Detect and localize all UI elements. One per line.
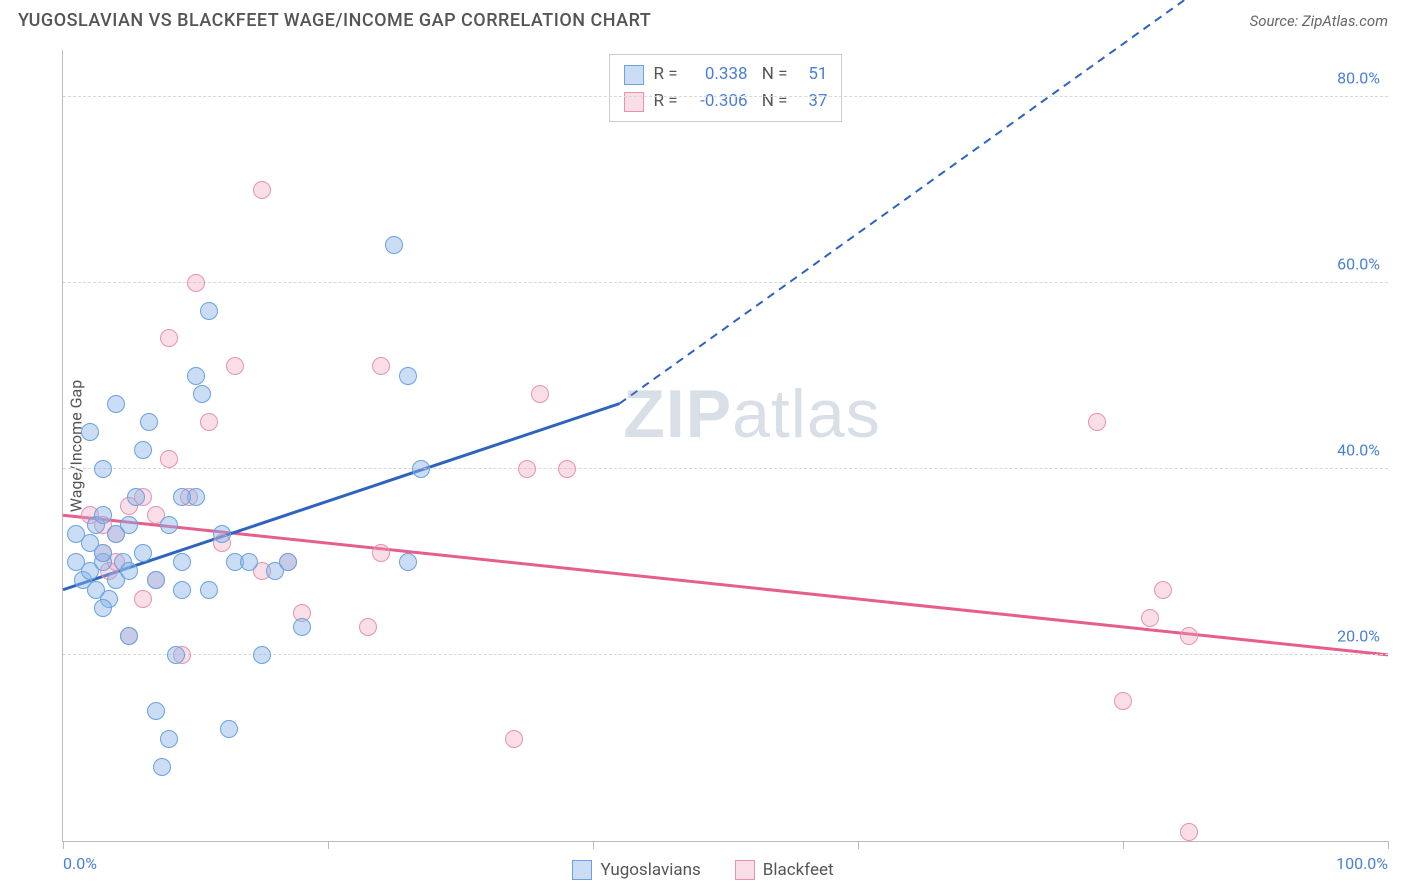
n-value-1: 51 (797, 61, 827, 88)
data-point (253, 646, 271, 664)
data-point (134, 441, 152, 459)
watermark: ZIPatlas (623, 375, 880, 453)
data-point (160, 730, 178, 748)
data-point (200, 413, 218, 431)
data-point (173, 488, 191, 506)
data-point (147, 702, 165, 720)
data-point (279, 553, 297, 571)
data-point (200, 302, 218, 320)
data-point (1114, 692, 1132, 710)
swatch-series1-icon (572, 860, 592, 880)
data-point (140, 413, 158, 431)
data-point (385, 236, 403, 254)
data-point (160, 450, 178, 468)
swatch-series2-icon (735, 860, 755, 880)
data-point (1141, 609, 1159, 627)
data-point (160, 329, 178, 347)
data-point (127, 488, 145, 506)
data-point (107, 395, 125, 413)
data-point (200, 581, 218, 599)
legend-item-series1: Yugoslavians (572, 860, 700, 880)
data-point (399, 553, 417, 571)
x-tick (63, 841, 64, 849)
swatch-series1 (624, 65, 644, 85)
data-point (94, 599, 112, 617)
x-tick (328, 841, 329, 849)
data-point (160, 516, 178, 534)
data-point (1180, 823, 1198, 841)
r-value-2: -0.306 (688, 88, 748, 115)
data-point (372, 357, 390, 375)
source-text: Source: ZipAtlas.com (1250, 12, 1388, 30)
data-point (372, 544, 390, 562)
data-point (412, 460, 430, 478)
data-point (505, 730, 523, 748)
data-point (253, 181, 271, 199)
trend-lines-layer (63, 50, 1388, 841)
r-value-1: 0.338 (688, 61, 748, 88)
y-tick-label: 40.0% (1337, 440, 1380, 459)
legend-item-series2: Blackfeet (735, 860, 834, 880)
data-point (240, 553, 258, 571)
data-point (399, 367, 417, 385)
data-point (81, 423, 99, 441)
x-tick (858, 841, 859, 849)
gridline-h (63, 96, 1388, 97)
chart-area: Wage/Income Gap ZIPatlas R = 0.338 N = 5… (18, 50, 1388, 842)
y-tick-label: 60.0% (1337, 254, 1380, 273)
chart-title: YUGOSLAVIAN VS BLACKFEET WAGE/INCOME GAP… (18, 10, 651, 31)
data-point (173, 553, 191, 571)
y-tick-label: 80.0% (1337, 68, 1380, 87)
data-point (153, 758, 171, 776)
data-point (226, 357, 244, 375)
stats-row-series2: R = -0.306 N = 37 (624, 88, 828, 115)
data-point (134, 544, 152, 562)
data-point (120, 516, 138, 534)
data-point (94, 506, 112, 524)
data-point (187, 367, 205, 385)
data-point (518, 460, 536, 478)
data-point (220, 720, 238, 738)
data-point (1154, 581, 1172, 599)
x-tick (1388, 841, 1389, 849)
data-point (173, 581, 191, 599)
data-point (94, 544, 112, 562)
stats-legend-box: R = 0.338 N = 51 R = -0.306 N = 37 (609, 54, 843, 122)
data-point (558, 460, 576, 478)
data-point (213, 525, 231, 543)
x-tick (1123, 841, 1124, 849)
data-point (293, 618, 311, 636)
data-point (1180, 627, 1198, 645)
data-point (359, 618, 377, 636)
data-point (1088, 413, 1106, 431)
data-point (193, 385, 211, 403)
legend-label-2: Blackfeet (763, 860, 834, 880)
bottom-legend: Yugoslavians Blackfeet (0, 860, 1406, 880)
gridline-h (63, 468, 1388, 469)
x-tick (593, 841, 594, 849)
n-value-2: 37 (797, 88, 827, 115)
data-point (120, 562, 138, 580)
gridline-h (63, 282, 1388, 283)
data-point (167, 646, 185, 664)
legend-label-1: Yugoslavians (600, 860, 700, 880)
data-point (147, 571, 165, 589)
data-point (94, 460, 112, 478)
data-point (120, 627, 138, 645)
y-tick-label: 20.0% (1337, 626, 1380, 645)
plot-region: ZIPatlas R = 0.338 N = 51 R = -0.306 N =… (62, 50, 1388, 842)
stats-row-series1: R = 0.338 N = 51 (624, 61, 828, 88)
data-point (134, 590, 152, 608)
data-point (187, 274, 205, 292)
data-point (531, 385, 549, 403)
